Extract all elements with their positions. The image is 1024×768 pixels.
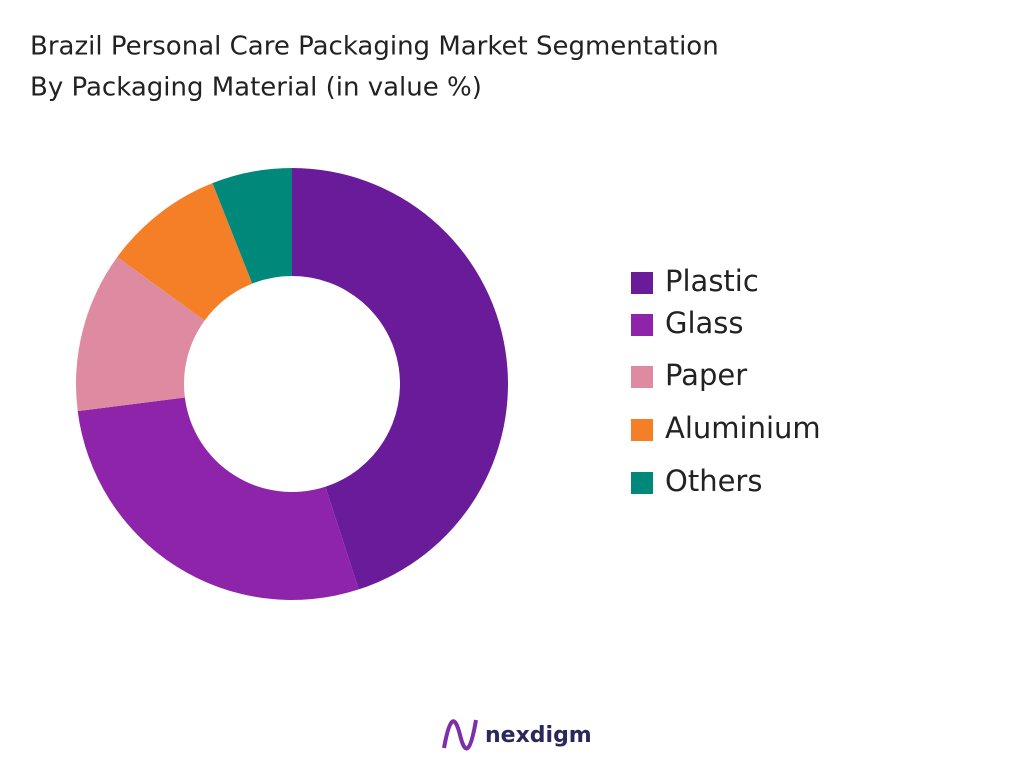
legend-swatch	[631, 314, 653, 336]
donut-slice	[77, 397, 359, 601]
legend-swatch	[631, 272, 653, 294]
donut-slice	[117, 183, 253, 321]
legend-label: Aluminium	[665, 411, 821, 445]
legend-swatch	[631, 366, 653, 388]
chart-title: Brazil Personal Care Packaging Market Se…	[30, 32, 719, 62]
donut-slice	[292, 168, 509, 590]
chart-subtitle: By Packaging Material (in value %)	[30, 73, 482, 103]
legend-swatch	[631, 472, 653, 494]
legend-label: Plastic	[665, 264, 759, 298]
donut-slice	[212, 168, 292, 284]
legend-label: Paper	[665, 358, 747, 392]
legend-label: Others	[665, 464, 762, 498]
brand-name: nexdigm	[485, 723, 592, 748]
donut-slice	[76, 257, 205, 412]
logo-icon	[442, 719, 478, 751]
legend-label: Glass	[665, 306, 744, 340]
brand-logo: nexdigm	[442, 719, 592, 751]
legend-swatch	[631, 419, 653, 441]
